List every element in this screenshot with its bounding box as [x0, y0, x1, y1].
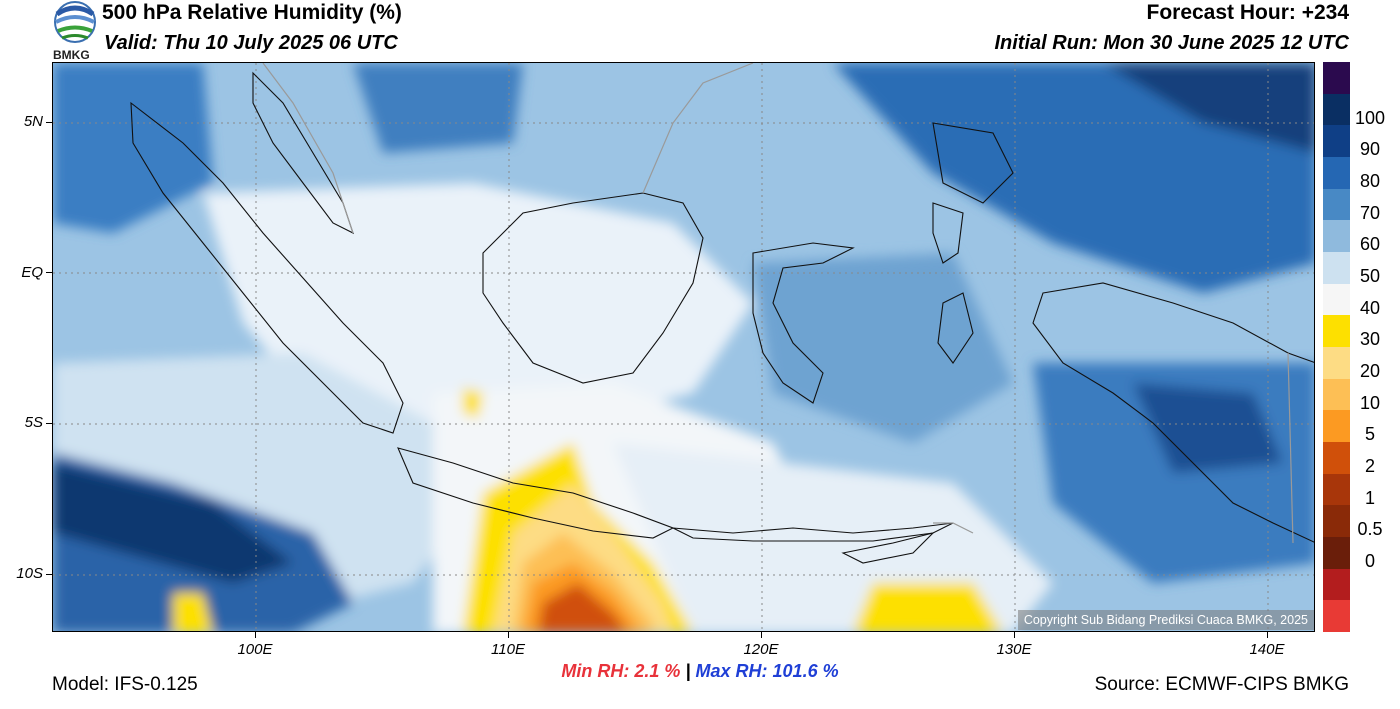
sulawesi [752, 242, 855, 404]
colorbar-label: 50 [1359, 266, 1381, 286]
colorbar-label: 20 [1359, 361, 1381, 381]
colorbar-segment [1323, 156, 1350, 189]
forecast-hour: Forecast Hour: +234 [1146, 1, 1350, 24]
colorbar-label: 80 [1359, 171, 1381, 191]
colorbar-label: 5 [1364, 424, 1375, 445]
sumatra [130, 101, 404, 434]
colorbar-segment [1323, 188, 1350, 221]
colorbar [1323, 62, 1350, 632]
colorbar-label: 30 [1359, 329, 1381, 350]
borneo [482, 192, 704, 384]
lat-label-5s: 5S [24, 414, 43, 431]
colorbar-label: 1 [1364, 487, 1375, 508]
lon-label-130e: 130E [996, 641, 1032, 658]
lon-tick [508, 632, 509, 638]
colorbar-segment [1323, 251, 1350, 284]
stats-separator: | [685, 661, 691, 681]
colorbar-segment [1323, 378, 1350, 411]
humidity-map[interactable] [52, 62, 1315, 632]
colorbar-segment [1323, 536, 1350, 569]
min-rh-label: Min RH: [561, 661, 630, 681]
colorbar-segment [1323, 505, 1350, 537]
java [397, 447, 675, 539]
colorbar-label: 70 [1359, 202, 1381, 223]
colorbar-label: 2 [1364, 456, 1375, 476]
copyright-note: Copyright Sub Bidang Prediksi Cuaca BMKG… [1017, 610, 1314, 630]
lon-label-140e: 140E [1249, 641, 1285, 658]
lon-tick [761, 632, 762, 638]
lon-label-100e: 100E [237, 641, 273, 658]
colorbar-label: 90 [1359, 139, 1381, 160]
grid [53, 63, 1314, 631]
lat-tick [46, 423, 52, 424]
lesser-sunda [672, 522, 954, 542]
colorbar-segment [1323, 441, 1350, 474]
lat-tick [46, 272, 52, 273]
colorbar-segment [1323, 473, 1350, 506]
lon-label-120e: 120E [743, 641, 779, 658]
lat-tick [46, 574, 52, 575]
colorbar-segment [1323, 62, 1350, 94]
colorbar-segment [1323, 93, 1350, 126]
humidity-field [53, 63, 1314, 631]
valid-time: Valid: Thu 10 July 2025 06 UTC [104, 32, 398, 54]
colorbar-segment [1323, 220, 1350, 252]
data-source: Source: ECMWF-CIPS BMKG [1094, 674, 1349, 695]
colorbar-label: 40 [1359, 297, 1381, 318]
colorbar-label: 60 [1359, 234, 1381, 255]
min-rh-value: 2.1 % [634, 661, 681, 681]
colorbar-segment [1323, 600, 1350, 632]
rh-stats: Min RH: 2.1 % | Max RH: 101.6 % [0, 661, 1400, 682]
lat-tick [46, 122, 52, 123]
mindanao [932, 122, 1014, 204]
max-rh-label: Max RH: [695, 661, 768, 681]
colorbar-segment [1323, 283, 1350, 316]
colorbar-segment [1323, 410, 1350, 442]
lon-tick [255, 632, 256, 638]
colorbar-segment [1323, 346, 1350, 379]
lat-label-eq: EQ [21, 264, 43, 281]
colorbar-label: 100 [1354, 107, 1386, 128]
malay-peninsula [252, 71, 354, 235]
lon-tick [1267, 632, 1268, 638]
lon-label-110e: 110E [491, 641, 525, 658]
logo-text: BMKG [53, 48, 90, 62]
bmkg-logo [52, 0, 98, 62]
halmahera [932, 202, 964, 264]
lat-label-5n: 5N [23, 113, 43, 130]
timor [841, 531, 935, 564]
max-rh-value: 101.6 % [772, 661, 839, 681]
colorbar-label: 10 [1359, 392, 1381, 413]
model-name: Model: IFS-0.125 [52, 674, 198, 695]
maluku [937, 292, 974, 364]
lon-tick [1014, 632, 1015, 638]
lat-label-10s: 10S [16, 565, 43, 582]
colorbar-label: 0.5 [1357, 519, 1383, 540]
coastlines [130, 71, 1314, 564]
colorbar-segment [1323, 568, 1350, 601]
colorbar-segment [1323, 125, 1350, 157]
chart-title: 500 hPa Relative Humidity (%) [102, 1, 402, 24]
colorbar-segment [1323, 315, 1350, 347]
neighbour-borders [262, 63, 1294, 544]
initial-run: Initial Run: Mon 30 June 2025 12 UTC [994, 32, 1349, 54]
new-guinea [1032, 282, 1314, 543]
colorbar-label: 0 [1364, 551, 1375, 571]
